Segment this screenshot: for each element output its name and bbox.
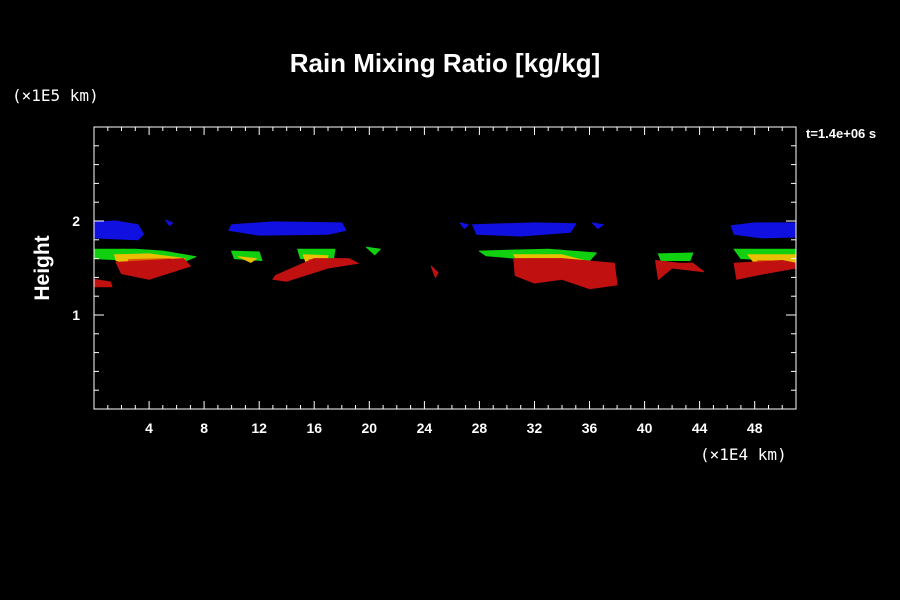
x-tick-label-24: 24: [417, 420, 433, 436]
contour-blue-1: [228, 221, 347, 236]
x-scale-note: (×1E4 km): [700, 445, 787, 464]
x-tick-label-44: 44: [692, 420, 708, 436]
x-tick-label-16: 16: [306, 420, 322, 436]
contour-yellow-15: [238, 256, 257, 263]
contour-red-23: [93, 278, 113, 288]
contour-green-10: [366, 246, 381, 256]
y-scale-note: (×1E5 km): [12, 86, 99, 105]
contour-red-24: [115, 258, 191, 280]
chart-title: Rain Mixing Ratio [kg/kg]: [290, 48, 601, 78]
time-label: t=1.4e+06 s: [806, 126, 876, 141]
contour-blue-2: [472, 222, 577, 237]
x-tick-label-40: 40: [637, 420, 653, 436]
contour-blue-0: [93, 220, 145, 241]
x-tick-label-4: 4: [145, 420, 153, 436]
y-tick-label-1: 1: [72, 307, 80, 323]
contour-red-29: [733, 260, 797, 280]
contour-green-12: [657, 252, 694, 261]
plot-area: [93, 219, 797, 290]
contour-red-25: [272, 258, 359, 282]
x-tick-label-36: 36: [582, 420, 598, 436]
contour-red-28: [655, 260, 705, 280]
contour-blue-4: [165, 219, 173, 227]
x-tick-label-12: 12: [251, 420, 267, 436]
y-tick-label-2: 2: [72, 213, 80, 229]
x-tick-label-28: 28: [472, 420, 488, 436]
x-tick-label-48: 48: [747, 420, 763, 436]
plot-frame: [93, 126, 797, 410]
contour-blue-3: [730, 222, 797, 239]
y-axis-label: Height: [31, 235, 54, 300]
contour-red-27: [513, 258, 618, 290]
x-tick-label-8: 8: [200, 420, 208, 436]
contour-red-26: [430, 265, 439, 278]
x-tick-label-32: 32: [527, 420, 543, 436]
contour-blue-5: [459, 222, 469, 229]
contour-blue-6: [591, 222, 604, 229]
x-tick-label-20: 20: [362, 420, 378, 436]
